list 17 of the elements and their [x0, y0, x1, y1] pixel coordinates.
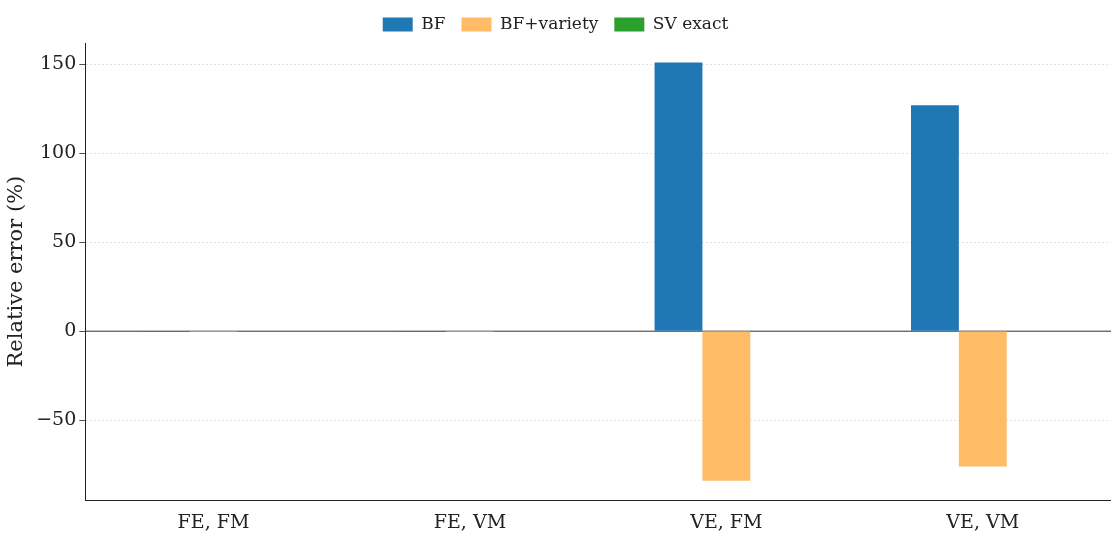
y-tick-label: 100 [40, 140, 77, 163]
legend-label: BF+variety [500, 12, 599, 33]
y-tick-label: 50 [52, 229, 77, 252]
legend-label: SV exact [652, 12, 729, 33]
y-tick-label: −50 [36, 407, 77, 430]
bar [654, 62, 703, 331]
bar [702, 331, 751, 481]
x-tick-label: FE, VM [433, 509, 507, 532]
x-tick-label: VE, FM [689, 509, 763, 532]
y-tick-label: 0 [64, 318, 77, 341]
x-tick-label: VE, VM [945, 509, 1020, 532]
bar [958, 331, 1007, 467]
bar [910, 105, 959, 331]
legend-label: BF [421, 12, 446, 33]
y-tick-label: 150 [40, 51, 77, 74]
x-tick-label: FE, FM [177, 509, 250, 532]
y-axis-title: Relative error (%) [3, 175, 28, 368]
